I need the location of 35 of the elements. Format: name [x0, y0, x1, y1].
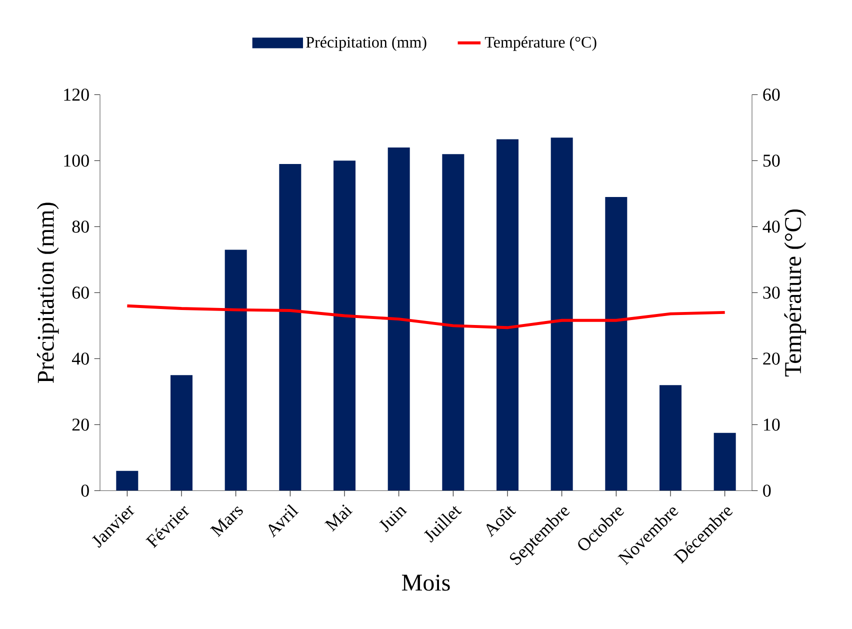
y-tick-label: 100: [64, 154, 89, 167]
bar: [605, 196, 628, 491]
y2-tick-label: 50: [763, 154, 780, 167]
y-tick-label: 20: [72, 418, 89, 431]
bar: [660, 384, 682, 491]
bar: [714, 432, 736, 491]
y2-tick-label: 20: [763, 352, 780, 365]
y2-tick-label: 10: [764, 418, 780, 431]
y2-tick-label: 30: [763, 286, 780, 299]
y-tick-label: 40: [72, 352, 89, 365]
y-tick-label: 60: [72, 286, 89, 299]
y2-axis-title: Température (°C): [784, 209, 806, 376]
bar: [388, 147, 410, 491]
bar: [496, 139, 519, 491]
y-axis-title: Précipitation (mm): [36, 202, 59, 383]
y-tick-label: 80: [72, 220, 89, 233]
y-tick-label: 120: [64, 88, 89, 101]
bar: [334, 160, 356, 491]
y2-tick-label: 0: [763, 484, 771, 497]
x-tick-label: Mars: [210, 506, 243, 537]
legend-label: Précipitation (mm): [306, 36, 426, 51]
y-tick-label: 0: [81, 484, 89, 497]
bar: [224, 250, 247, 491]
bar: [116, 470, 138, 491]
bar: [550, 137, 573, 491]
bar: [442, 154, 464, 491]
legend-label: Température (°C): [484, 36, 596, 51]
bar: [170, 375, 193, 491]
x-tick-label: Juin: [379, 507, 408, 532]
x-axis-title: Mois: [402, 574, 450, 591]
y2-tick-label: 60: [763, 88, 780, 101]
x-tick-label: Mai: [324, 504, 353, 532]
y2-tick-label: 40: [762, 220, 780, 233]
line-series: [126, 304, 726, 329]
bar: [279, 164, 302, 491]
